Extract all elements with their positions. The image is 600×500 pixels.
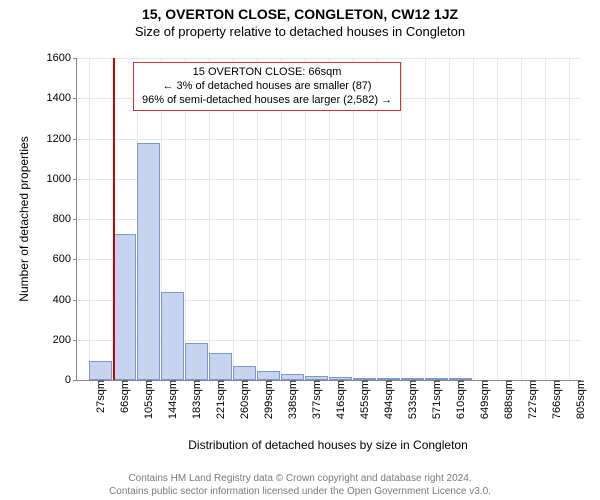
x-tick: 727sqm	[525, 380, 539, 419]
histogram-bar	[161, 292, 184, 380]
x-tick: 144sqm	[165, 380, 179, 419]
gridline-v	[401, 58, 402, 380]
y-tick: 200	[53, 334, 77, 346]
x-tick: 377sqm	[309, 380, 323, 419]
annotation-line: ← 3% of detached houses are smaller (87)	[142, 80, 392, 94]
x-tick: 299sqm	[261, 380, 275, 419]
histogram-bar	[185, 343, 208, 380]
x-tick: 27sqm	[93, 380, 107, 413]
chart-subtitle: Size of property relative to detached ho…	[0, 22, 600, 39]
y-tick: 600	[53, 253, 77, 265]
histogram-bar	[425, 378, 448, 380]
x-tick: 260sqm	[237, 380, 251, 419]
x-tick: 416sqm	[333, 380, 347, 419]
histogram-bar	[377, 378, 400, 380]
gridline-v	[449, 58, 450, 380]
y-axis-label: Number of detached properties	[17, 136, 31, 301]
gridline-v	[497, 58, 498, 380]
footer-line-1: Contains HM Land Registry data © Crown c…	[0, 473, 600, 486]
x-tick: 221sqm	[213, 380, 227, 419]
annotation-line: 15 OVERTON CLOSE: 66sqm	[142, 66, 392, 80]
x-tick: 610sqm	[453, 380, 467, 419]
gridline-v	[89, 58, 90, 380]
annotation-box: 15 OVERTON CLOSE: 66sqm← 3% of detached …	[133, 62, 401, 111]
histogram-bar	[89, 361, 112, 380]
plot-area: 0200400600800100012001400160027sqm66sqm1…	[76, 58, 581, 381]
y-tick: 1200	[47, 133, 77, 145]
x-tick: 533sqm	[405, 380, 419, 419]
annotation-line: 96% of semi-detached houses are larger (…	[142, 94, 392, 108]
gridline-v	[425, 58, 426, 380]
x-tick: 183sqm	[189, 380, 203, 419]
x-tick: 494sqm	[381, 380, 395, 419]
y-tick: 1600	[47, 52, 77, 64]
histogram-bar	[449, 378, 472, 380]
histogram-bar	[401, 378, 424, 380]
y-tick: 1400	[47, 92, 77, 104]
histogram-bar	[305, 376, 328, 380]
histogram-bar	[209, 353, 232, 380]
y-tick: 400	[53, 294, 77, 306]
y-tick: 1000	[47, 173, 77, 185]
x-tick: 455sqm	[357, 380, 371, 419]
x-axis-label: Distribution of detached houses by size …	[188, 438, 468, 452]
histogram-bar	[329, 377, 352, 380]
histogram-bar	[137, 143, 160, 380]
x-tick: 688sqm	[501, 380, 515, 419]
histogram-bar	[113, 234, 136, 380]
x-tick: 338sqm	[285, 380, 299, 419]
chart-footer: Contains HM Land Registry data © Crown c…	[0, 473, 600, 498]
x-tick: 766sqm	[549, 380, 563, 419]
histogram-bar	[281, 374, 304, 380]
gridline-v	[473, 58, 474, 380]
histogram-bar	[353, 378, 376, 380]
y-tick: 800	[53, 213, 77, 225]
x-tick: 571sqm	[429, 380, 443, 419]
histogram-bar	[233, 366, 256, 380]
gridline-v	[569, 58, 570, 380]
gridline-v	[521, 58, 522, 380]
x-tick: 105sqm	[141, 380, 155, 419]
chart-title: 15, OVERTON CLOSE, CONGLETON, CW12 1JZ	[0, 0, 600, 22]
histogram-bar	[257, 371, 280, 380]
footer-line-2: Contains public sector information licen…	[0, 486, 600, 499]
x-tick: 805sqm	[573, 380, 587, 419]
y-tick: 0	[65, 374, 77, 386]
property-marker-line	[113, 58, 115, 380]
x-tick: 649sqm	[477, 380, 491, 419]
gridline-v	[545, 58, 546, 380]
x-tick: 66sqm	[117, 380, 131, 413]
